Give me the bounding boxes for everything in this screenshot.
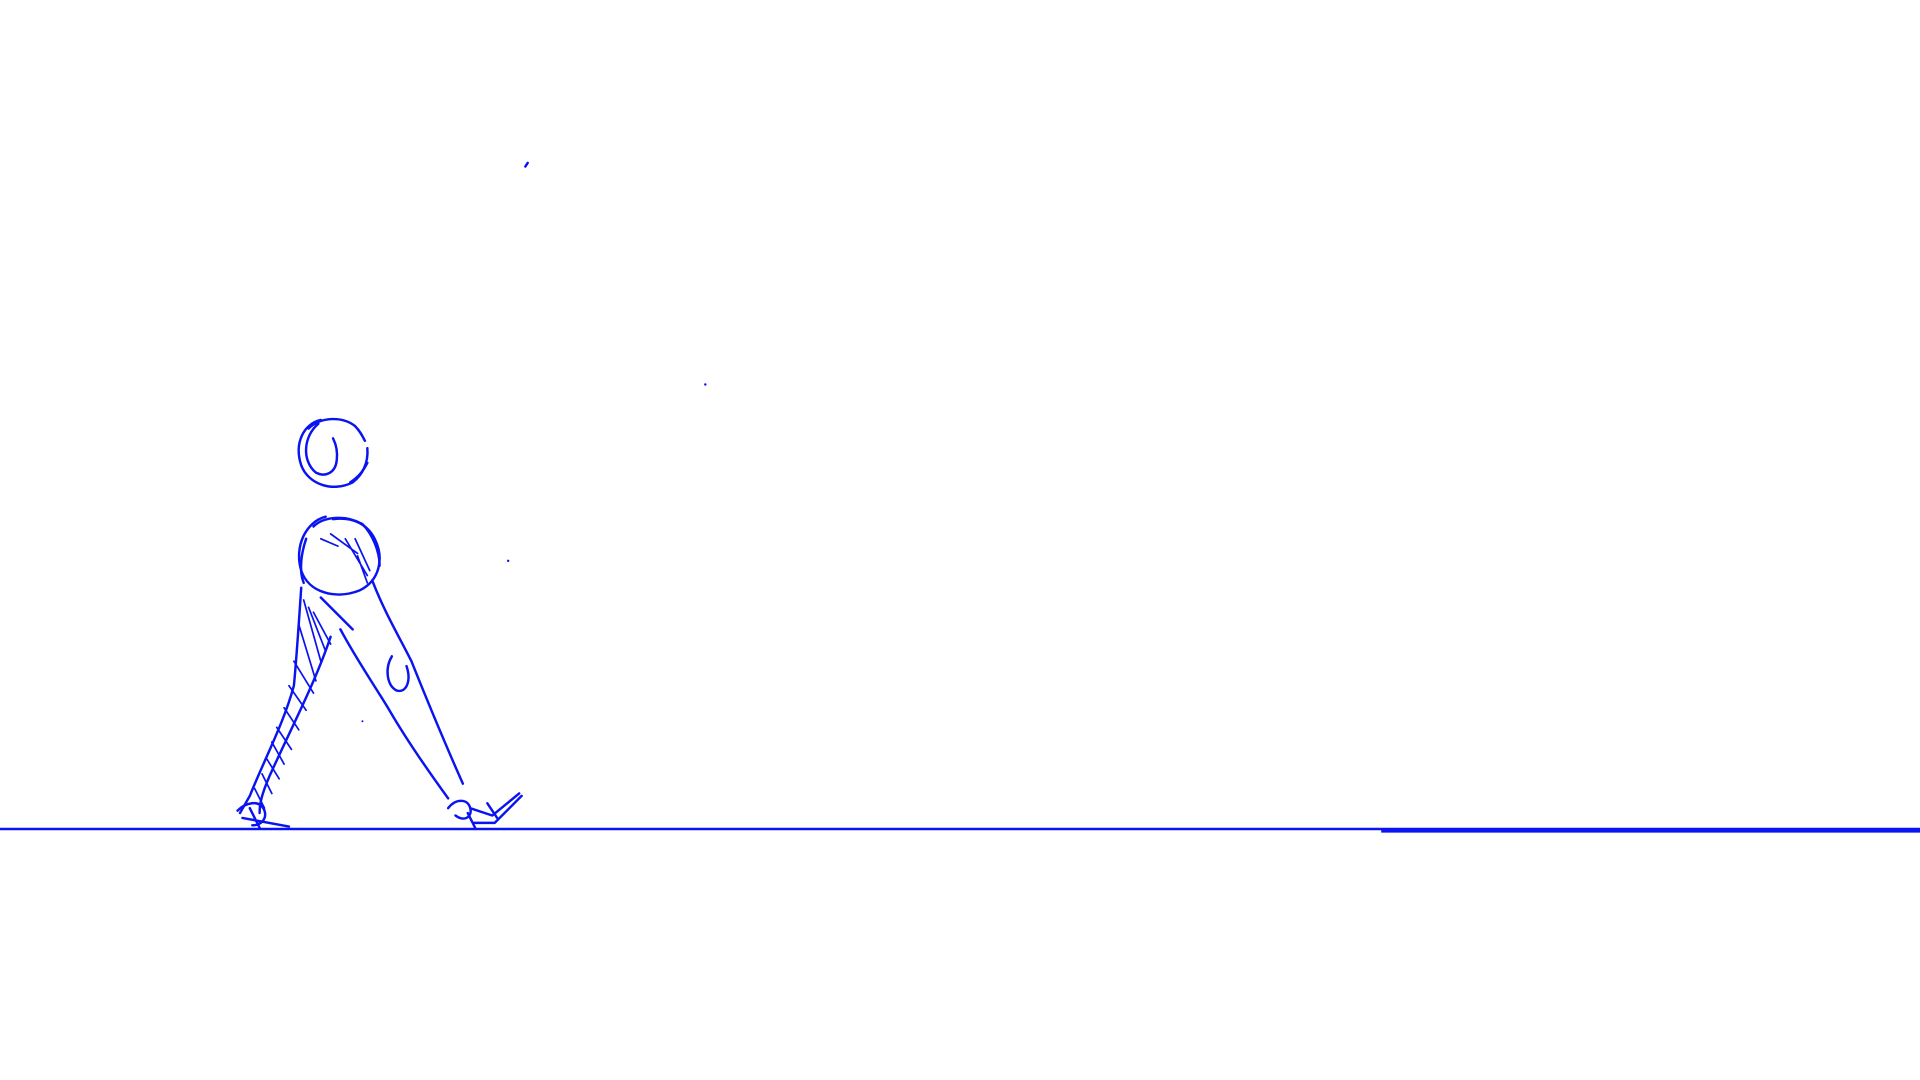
stray-dot bbox=[704, 383, 707, 386]
back-foot-stroke bbox=[236, 802, 291, 829]
walking-figure bbox=[236, 417, 523, 829]
torso-stroke bbox=[312, 516, 381, 567]
stray-dot bbox=[506, 559, 510, 563]
stray-dot bbox=[361, 720, 364, 723]
front-leg-stroke bbox=[339, 628, 450, 800]
head-stroke bbox=[307, 417, 367, 443]
head-stroke bbox=[348, 461, 369, 484]
torso-stroke bbox=[299, 537, 308, 585]
front-leg-stroke bbox=[371, 579, 465, 785]
torso-hatching bbox=[319, 533, 371, 584]
head-stroke bbox=[304, 422, 339, 476]
back-leg-hatching bbox=[253, 599, 332, 810]
stray-mark bbox=[524, 161, 529, 168]
front-foot-stroke bbox=[446, 792, 523, 829]
knee-stroke bbox=[386, 655, 410, 693]
